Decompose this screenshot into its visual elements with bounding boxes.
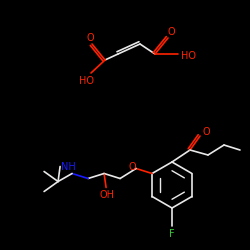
Text: O: O bbox=[128, 162, 136, 172]
Text: HO: HO bbox=[80, 76, 94, 86]
Text: O: O bbox=[202, 127, 210, 137]
Text: NH: NH bbox=[61, 162, 76, 172]
Text: F: F bbox=[169, 229, 175, 239]
Text: O: O bbox=[86, 33, 94, 43]
Text: OH: OH bbox=[100, 190, 114, 200]
Text: HO: HO bbox=[180, 51, 196, 61]
Text: O: O bbox=[167, 27, 175, 37]
